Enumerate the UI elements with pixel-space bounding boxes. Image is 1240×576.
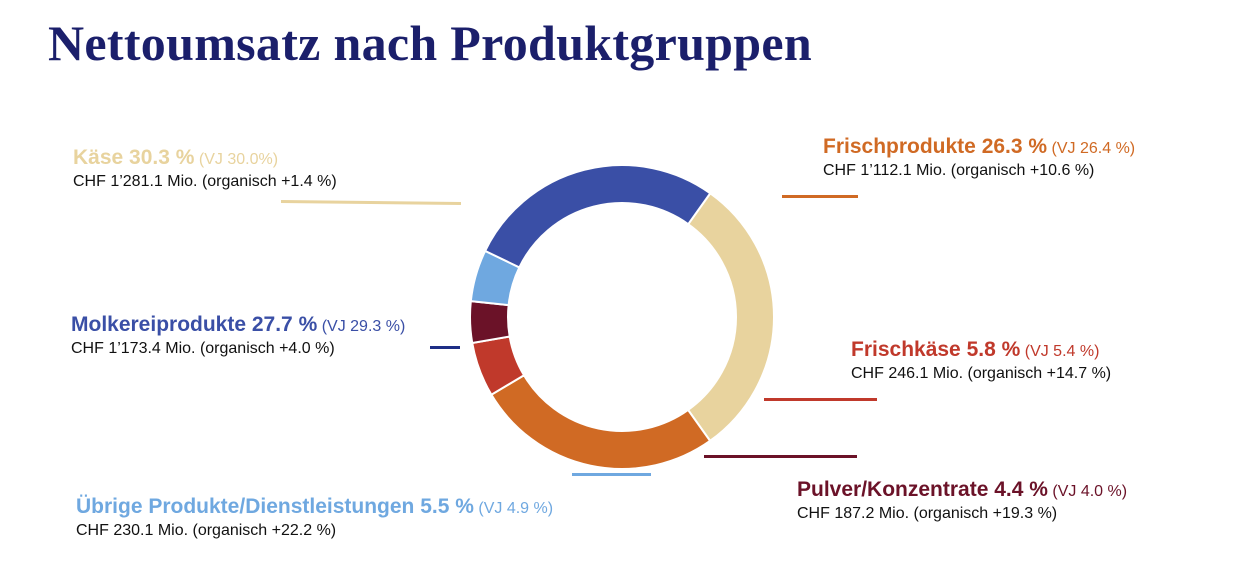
kaese-vj: (VJ 30.0%)	[198, 151, 279, 168]
label-frischkaese: Frischkäse 5.8 % (VJ 5.4 %) CHF 246.1 Mi…	[851, 338, 1111, 383]
frischkaese-detail: CHF 246.1 Mio. (organisch +14.7 %)	[851, 365, 1112, 382]
pulver-name: Pulver/Konzentrate 4.4 %	[797, 478, 1048, 501]
frischprodukte-name: Frischprodukte 26.3 %	[823, 135, 1048, 158]
frischkaese-leader-line	[764, 398, 877, 401]
molkerei-vj: (VJ 29.3 %)	[321, 318, 406, 335]
uebrige-detail: CHF 230.1 Mio. (organisch +22.2 %)	[76, 522, 337, 539]
frischprodukte-detail: CHF 1’112.1 Mio. (organisch +10.6 %)	[823, 162, 1095, 179]
label-pulver: Pulver/Konzentrate 4.4 % (VJ 4.0 %) CHF …	[797, 478, 1127, 523]
molkerei-name: Molkereiprodukte 27.7 %	[71, 313, 318, 336]
donut-slice-kaese	[686, 191, 775, 443]
uebrige-name: Übrige Produkte/Dienstleistungen 5.5 %	[76, 495, 474, 518]
molkerei-leader-line	[430, 346, 460, 349]
frischkaese-name: Frischkäse 5.8 %	[851, 338, 1021, 361]
label-kaese: Käse 30.3 % (VJ 30.0%) CHF 1’281.1 Mio. …	[73, 146, 337, 191]
pulver-detail: CHF 187.2 Mio. (organisch +19.3 %)	[797, 505, 1058, 522]
pulver-vj: (VJ 4.0 %)	[1052, 483, 1128, 500]
page-title: Nettoumsatz nach Produktgruppen	[48, 15, 812, 71]
molkerei-detail: CHF 1’173.4 Mio. (organisch +4.0 %)	[71, 340, 335, 357]
pulver-leader-line	[704, 455, 857, 458]
donut-slice-molkerei	[483, 164, 712, 269]
label-molkerei: Molkereiprodukte 27.7 % (VJ 29.3 %) CHF …	[71, 313, 405, 358]
donut-slice-pulver	[469, 300, 511, 345]
frischkaese-vj: (VJ 5.4 %)	[1024, 343, 1100, 360]
uebrige-vj: (VJ 4.9 %)	[478, 500, 554, 517]
donut-slice-frischprodukte	[489, 373, 712, 470]
frischprodukte-vj: (VJ 26.4 %)	[1051, 140, 1136, 157]
uebrige-leader-line	[572, 473, 651, 476]
kaese-name: Käse 30.3 %	[73, 146, 195, 169]
frischprodukte-leader-line	[782, 195, 858, 198]
kaese-detail: CHF 1’281.1 Mio. (organisch +1.4 %)	[73, 173, 337, 190]
label-frischprodukte: Frischprodukte 26.3 % (VJ 26.4 %) CHF 1’…	[823, 135, 1135, 180]
label-uebrige: Übrige Produkte/Dienstleistungen 5.5 % (…	[76, 495, 553, 540]
